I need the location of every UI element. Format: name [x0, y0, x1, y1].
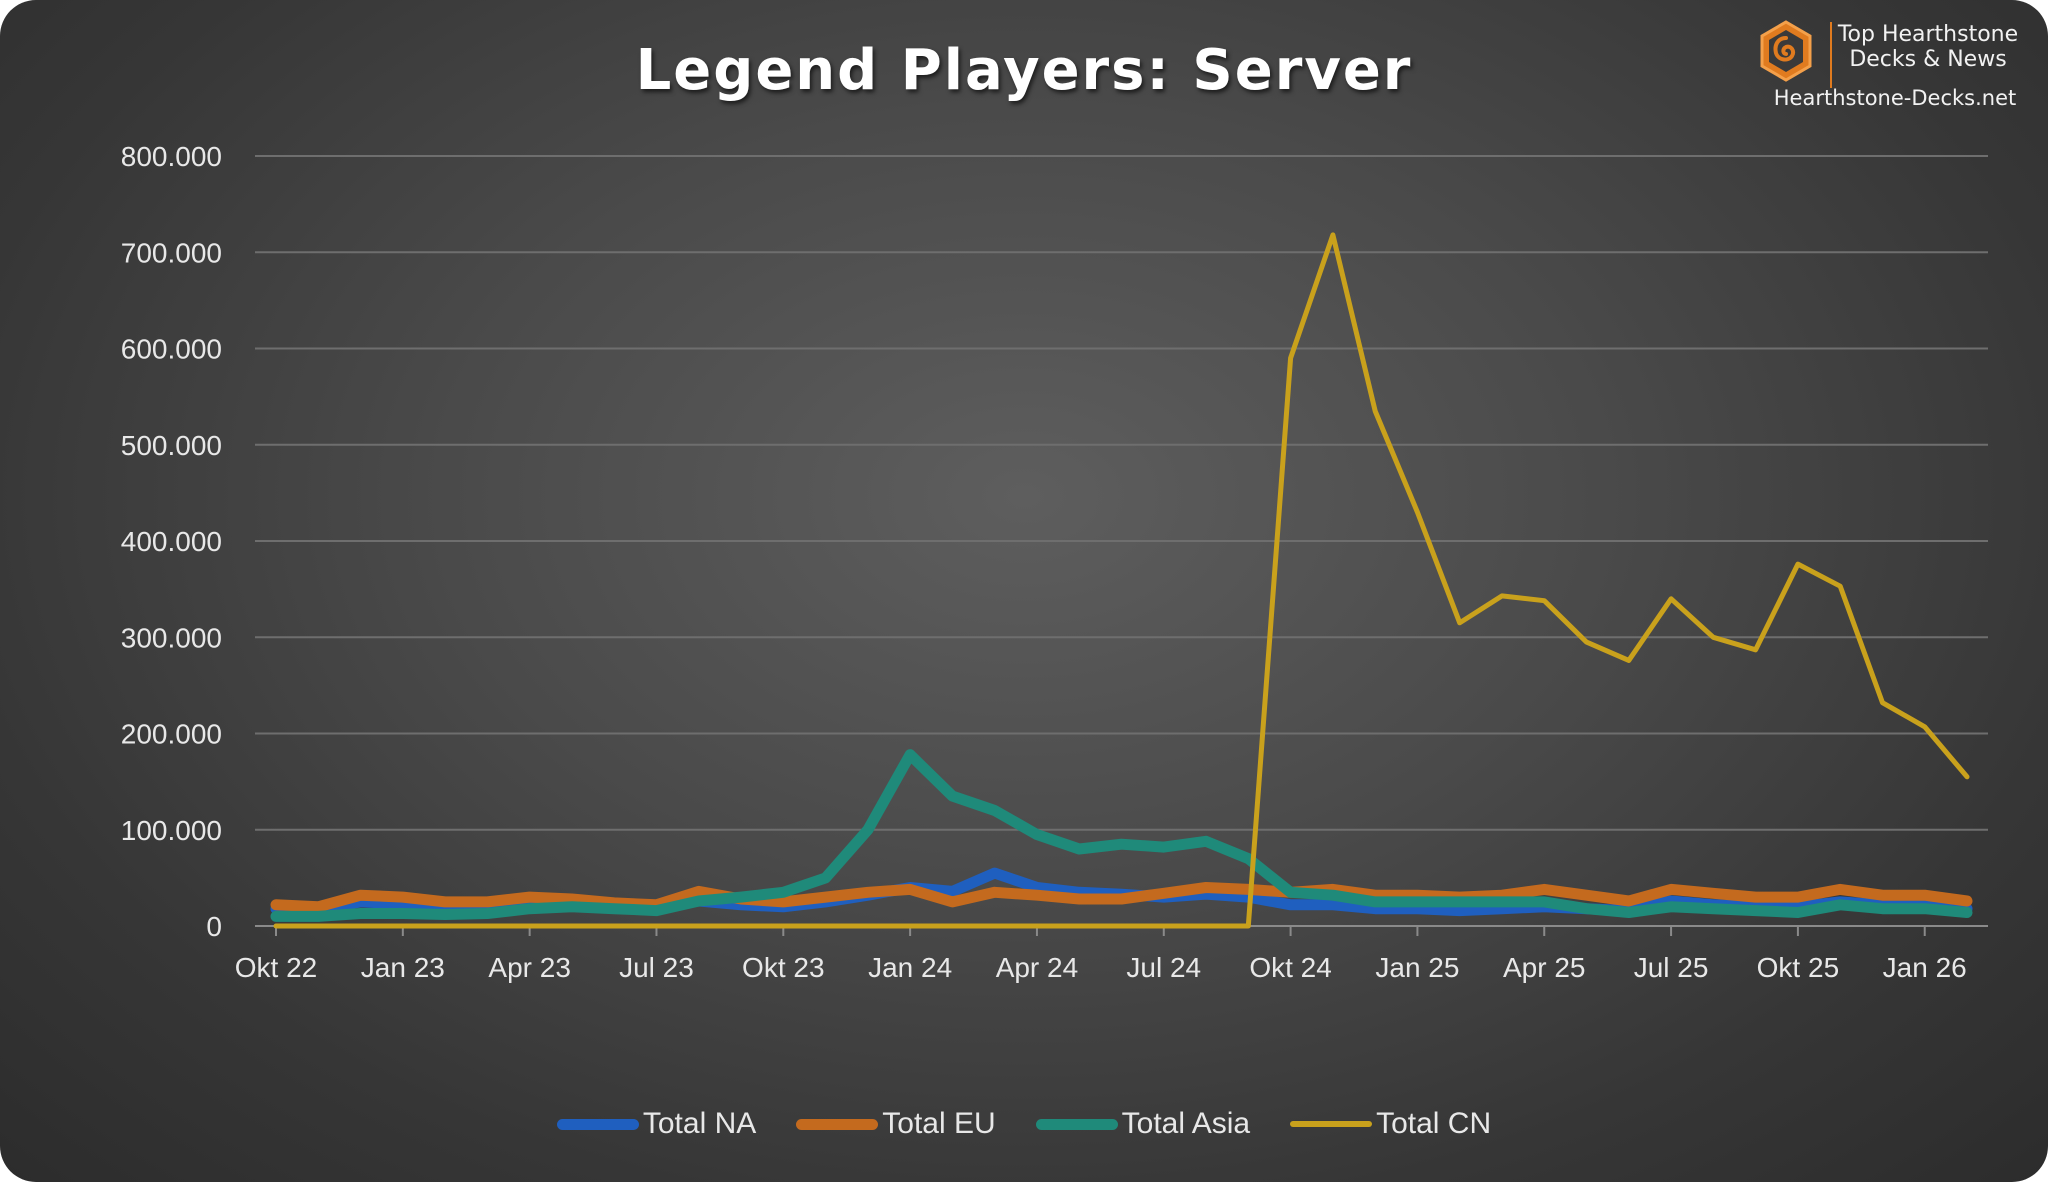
legend-label: Total NA — [642, 1107, 757, 1140]
series-line-total-eu — [270, 882, 1973, 913]
legend-swatch — [796, 1118, 879, 1130]
brand-line-2: Decks & News — [1849, 47, 2007, 72]
series-lines — [270, 232, 1973, 929]
x-tick-label: Apr 23 — [488, 952, 571, 983]
legend-swatch — [1290, 1121, 1373, 1127]
x-tick-label: Jan 23 — [361, 952, 445, 983]
y-tick-label: 300.000 — [121, 622, 222, 653]
y-tick-label: 500.000 — [121, 430, 222, 461]
x-tick-label: Okt 24 — [1249, 952, 1331, 983]
chart-title: Legend Players: Server — [635, 38, 1413, 103]
series-line-total-cn — [273, 232, 1970, 929]
x-tick-label: Jan 25 — [1375, 952, 1459, 983]
chart-legend: Total NA Total EU Total Asia Total CN — [0, 1104, 2048, 1144]
legend-item-total-eu: Total EU — [796, 1107, 996, 1141]
x-tick-label: Apr 24 — [996, 952, 1079, 983]
brand-divider — [1830, 22, 1832, 88]
y-tick-label: 600.000 — [121, 334, 222, 365]
y-axis-ticks: 0 100.000 200.000 300.000 400.000 500.000 600.… — [121, 141, 222, 942]
x-tick-label: Okt 23 — [742, 952, 824, 983]
brand-tagline: Top Hearthstone Decks & News — [1828, 22, 2028, 72]
y-tick-label: 100.000 — [121, 815, 222, 846]
x-tick-label: Apr 25 — [1503, 952, 1586, 983]
y-tick-label: 200.000 — [121, 719, 222, 750]
y-tick-label: 400.000 — [121, 526, 222, 557]
x-tick-label: Okt 25 — [1757, 952, 1839, 983]
legend-item-total-cn: Total CN — [1290, 1107, 1491, 1141]
x-tick-label: Okt 22 — [235, 952, 317, 983]
legend-label: Total EU — [882, 1107, 996, 1140]
legend-label: Total CN — [1376, 1107, 1492, 1140]
x-tick-label: Jul 25 — [1634, 952, 1709, 983]
legend-swatch — [1035, 1118, 1118, 1130]
legend-item-total-na: Total NA — [556, 1107, 757, 1141]
x-tick-label: Jul 23 — [619, 952, 694, 983]
legend-swatch — [556, 1118, 639, 1130]
x-axis-ticks: Okt 22 Jan 23 Apr 23 Jul 23 Okt 23 Jan 24 Apr … — [235, 926, 1967, 983]
hearthstone-logo-icon — [1760, 20, 1812, 82]
brand-block[interactable]: Top Hearthstone Decks & News Hearthstone… — [1740, 10, 2040, 120]
brand-line-1: Top Hearthstone — [1837, 22, 2019, 47]
y-tick-label: 0 — [206, 911, 222, 942]
brand-site-link[interactable]: Hearthstone-Decks.net — [1773, 86, 2017, 110]
gridlines — [255, 155, 1988, 831]
y-tick-label: 700.000 — [121, 237, 222, 268]
series-line-total-asia — [270, 749, 1973, 922]
legend-label: Total Asia — [1121, 1107, 1251, 1140]
y-tick-label: 800.000 — [121, 141, 222, 172]
legend-item-total-asia: Total Asia — [1035, 1107, 1251, 1141]
x-tick-label: Jan 26 — [1883, 952, 1967, 983]
x-tick-label: Jul 24 — [1126, 952, 1201, 983]
x-tick-label: Jan 24 — [868, 952, 952, 983]
